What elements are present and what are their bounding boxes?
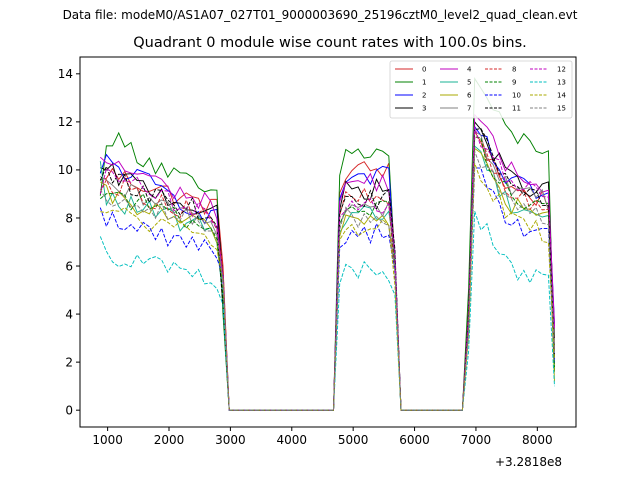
series-line-0 [100,129,555,411]
series-line-3 [100,120,555,411]
series-line-8 [99,135,555,411]
legend-label-4: 4 [467,66,472,74]
series-line-9 [99,136,555,411]
legend-label-10: 10 [512,92,521,100]
x-tick-label: 8000 [522,433,553,447]
x-tick-label: 5000 [338,433,369,447]
y-tick-label: 10 [58,163,73,177]
legend-label-5: 5 [467,79,471,87]
series-line-11 [99,128,555,411]
legend-label-9: 9 [512,79,516,87]
legend-label-6: 6 [467,92,472,100]
y-tick-label: 8 [65,211,73,225]
x-tick-label: 2000 [154,433,185,447]
legend-label-15: 15 [557,105,566,113]
y-tick-label: 0 [65,403,73,417]
series-layer [99,77,555,411]
legend-label-2: 2 [422,92,426,100]
legend-label-3: 3 [422,105,426,113]
legend-label-8: 8 [512,66,516,74]
series-line-1 [99,77,555,411]
legend-label-7: 7 [467,105,471,113]
legend-label-14: 14 [557,92,566,100]
y-tick-label: 14 [58,67,73,81]
x-tick-label: 6000 [399,433,430,447]
x-tick-label: 7000 [461,433,492,447]
legend-box [389,60,573,119]
legend-label-0: 0 [422,66,426,74]
y-tick-label: 4 [65,307,73,321]
legend-label-1: 1 [422,79,426,87]
x-offset-label: +3.2818e8 [495,455,562,469]
data-file-label: Data file: modeM0/AS1A07_027T01_90000036… [62,8,578,22]
series-line-13 [99,211,555,411]
plot-frame [79,56,577,428]
series-line-10 [99,167,555,411]
legend-label-11: 11 [512,105,521,113]
y-tick-label: 6 [65,259,73,273]
y-tick-label: 2 [65,355,73,369]
series-line-7 [100,130,555,411]
axes-layer: 1000 2000 3000 4000 5000 6000 7000 800002468101… [58,56,577,447]
y-tick-label: 12 [58,115,73,129]
chart-title: Quadrant 0 module wise count rates with … [133,35,527,51]
x-tick-label: 4000 [277,433,308,447]
x-tick-label: 1000 [92,433,123,447]
legend-label-13: 13 [557,79,566,87]
x-tick-label: 3000 [215,433,246,447]
legend-label-12: 12 [557,66,566,74]
series-line-15 [99,151,555,411]
